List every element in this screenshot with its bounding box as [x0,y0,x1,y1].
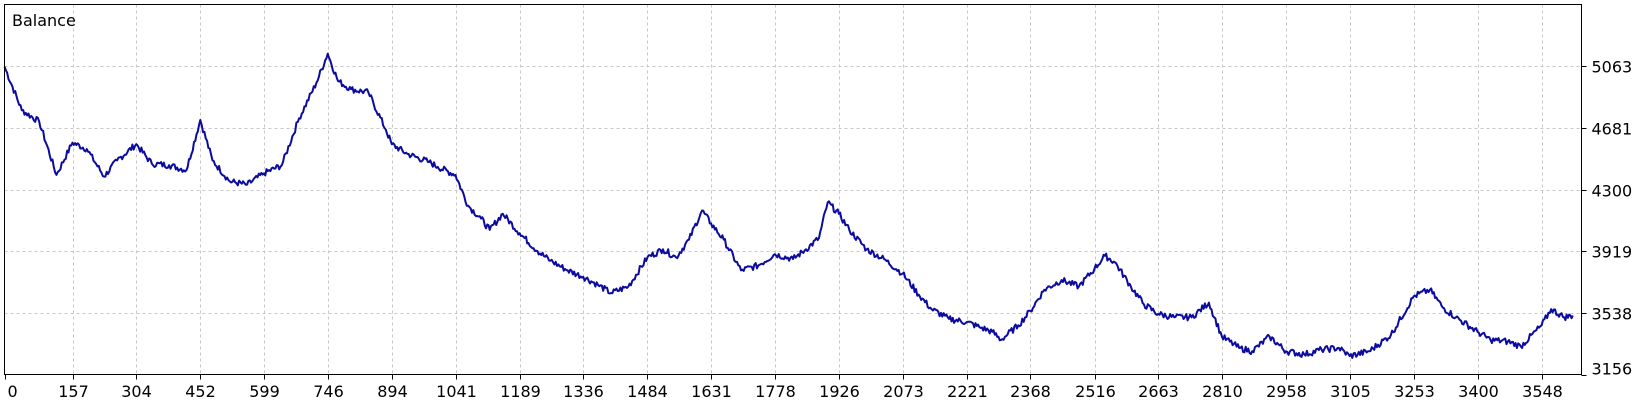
x-tick-label: 1484 [627,382,668,400]
balance-line [3,52,1574,359]
x-tick-label: 3105 [1330,382,1371,400]
y-tick-label: 4300 [1592,182,1633,201]
y-tick-label: 3156 [1592,360,1633,379]
x-tick-label: 599 [249,382,280,400]
x-tick-label: 3253 [1394,382,1435,400]
x-tick-label: 1189 [500,382,541,400]
x-tick-label: 3548 [1522,382,1563,400]
x-tick-label: 157 [58,382,89,400]
x-tick-label: 1041 [436,382,477,400]
x-tick-label: 1631 [691,382,732,400]
x-tick-label: 304 [121,382,152,400]
chart-title: Balance [12,11,76,30]
x-tick-label: 1926 [819,382,860,400]
x-tick-label: 2073 [883,382,924,400]
y-tick-label: 5063 [1592,58,1633,77]
x-tick-label: 2958 [1266,382,1307,400]
y-tick-label: 4681 [1592,120,1633,139]
plot-frame [4,4,1582,375]
x-tick-label: 2221 [947,382,988,400]
x-tick-label: 2810 [1202,382,1243,400]
x-tick-label: 1778 [755,382,796,400]
x-tick-label: 0 [8,382,18,400]
series-layer [3,52,1574,359]
gridlines [4,4,1582,375]
y-tick-label: 3538 [1592,305,1633,324]
x-tick-label: 746 [313,382,344,400]
x-tick-label: 2663 [1138,382,1179,400]
x-axis: 0 157 304 452 599 746 894 1041 1189 1336 1484 1631 1… [5,374,1563,401]
x-tick-label: 2516 [1075,382,1116,400]
x-tick-label: 3400 [1458,382,1499,400]
x-tick-label: 452 [185,382,216,400]
y-tick-label: 3919 [1592,243,1633,262]
x-tick-label: 894 [377,382,408,400]
y-axis: 3156 3538 3919 4300 4681 5063 [1581,58,1633,379]
x-tick-label: 2368 [1010,382,1051,400]
x-tick-label: 1336 [563,382,604,400]
